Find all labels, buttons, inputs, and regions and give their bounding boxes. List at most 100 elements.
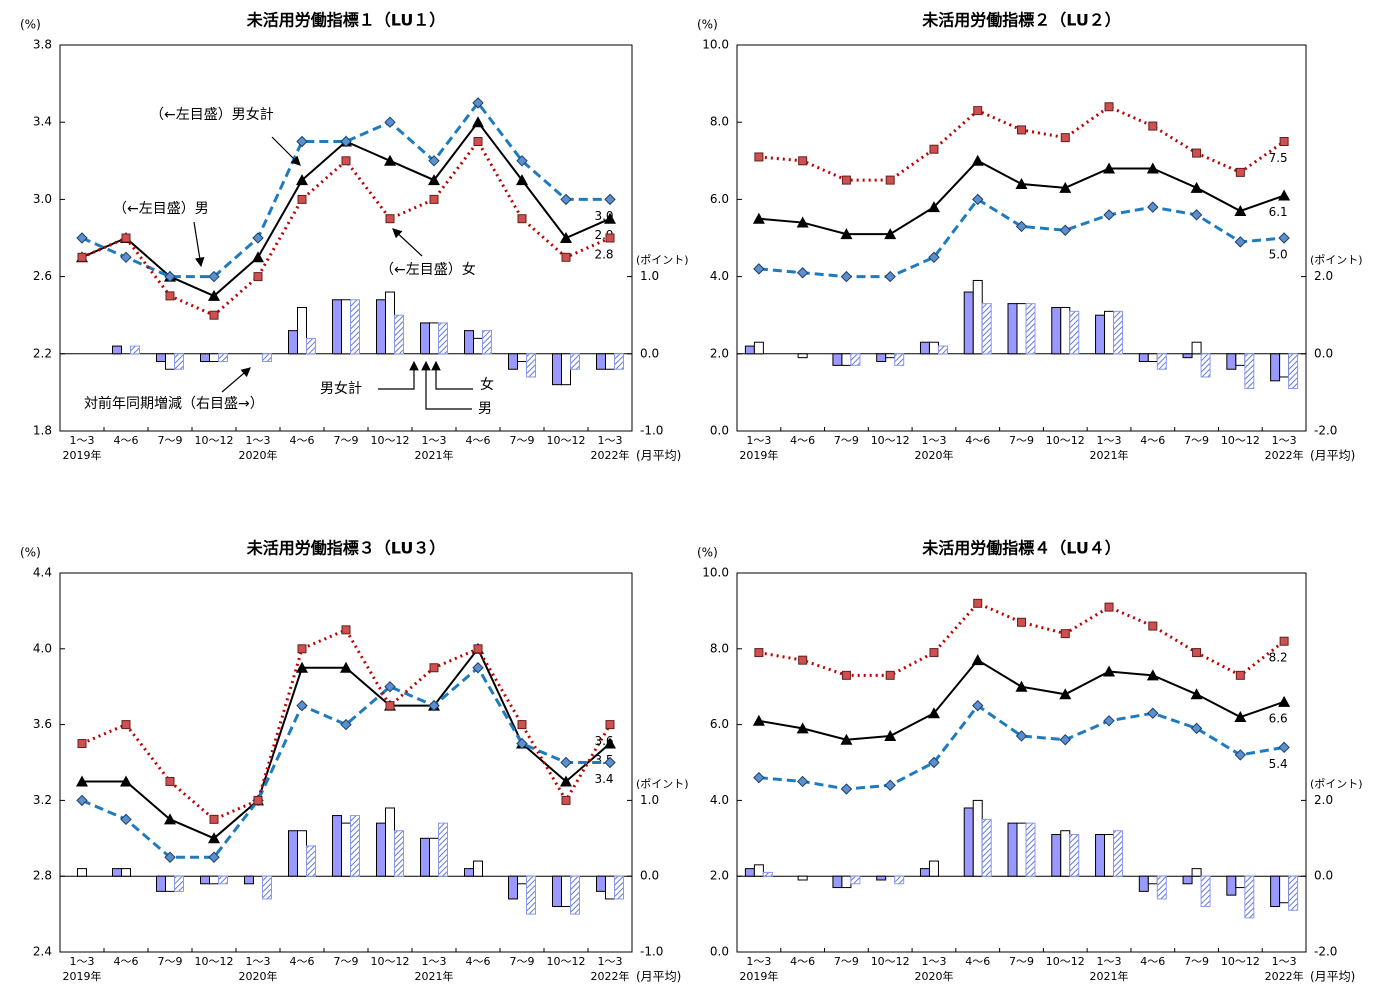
marker xyxy=(796,216,809,228)
marker xyxy=(208,851,220,863)
marker xyxy=(1234,236,1247,248)
marker xyxy=(884,729,897,741)
marker xyxy=(1103,162,1116,174)
marker xyxy=(164,813,176,825)
bar xyxy=(420,837,430,877)
year-label: 2021年 xyxy=(1090,969,1129,983)
bar xyxy=(1016,303,1027,355)
marker xyxy=(1234,204,1247,216)
marker xyxy=(1147,201,1159,213)
bar xyxy=(1279,353,1290,378)
bar xyxy=(1244,353,1255,390)
bar xyxy=(876,353,887,363)
marker xyxy=(1190,209,1203,221)
marker xyxy=(1059,688,1072,700)
marker xyxy=(1279,137,1289,146)
bar xyxy=(473,860,483,877)
marker xyxy=(927,201,940,213)
bar xyxy=(156,353,166,363)
x-tick-label: 4～6 xyxy=(1140,955,1165,968)
bar xyxy=(885,353,896,359)
y2-tick-label: 1.0 xyxy=(640,269,659,283)
annotation: 女 xyxy=(480,376,494,393)
bar xyxy=(1051,834,1062,877)
bar xyxy=(1060,306,1071,355)
marker xyxy=(840,270,853,283)
marker xyxy=(971,154,984,166)
x-tick-label: 10～12 xyxy=(547,955,586,968)
marker xyxy=(429,663,439,673)
line-series xyxy=(81,100,610,279)
x-tick-label: 1～3 xyxy=(598,955,623,968)
bar xyxy=(526,353,536,378)
y-tick-label: 3.6 xyxy=(33,717,52,731)
marker xyxy=(1278,189,1291,201)
marker xyxy=(604,212,616,224)
year-label: 2020年 xyxy=(914,448,953,462)
x-tick-label: 4～6 xyxy=(965,434,990,447)
arrow xyxy=(431,360,473,390)
marker xyxy=(754,648,764,658)
y2-tick-label: 2.0 xyxy=(1314,269,1333,283)
bar xyxy=(341,822,351,877)
marker xyxy=(384,154,396,166)
y-tick-label: 2.4 xyxy=(33,945,52,959)
x-tick-label: 1～3 xyxy=(921,434,946,447)
x-tick-label: 10～12 xyxy=(1046,434,1085,447)
year-label: 2021年 xyxy=(415,448,454,462)
x-unit: (月平均) xyxy=(1310,449,1355,463)
marker xyxy=(209,310,219,320)
year-label: 2020年 xyxy=(239,969,278,983)
bar xyxy=(744,868,755,877)
bar xyxy=(850,353,861,366)
value-label: 3.6 xyxy=(594,734,613,748)
bar xyxy=(1200,353,1211,378)
arrow xyxy=(193,221,205,268)
value-label: 3.0 xyxy=(594,209,613,223)
bar xyxy=(1113,830,1124,877)
marker xyxy=(928,251,940,264)
marker xyxy=(517,720,527,730)
marker xyxy=(209,814,219,824)
marker xyxy=(341,156,351,166)
marker xyxy=(1235,167,1245,177)
bar xyxy=(1226,875,1237,896)
year-label: 2021年 xyxy=(1090,448,1129,462)
marker xyxy=(1103,209,1115,221)
x-tick-label: 4～6 xyxy=(290,955,315,968)
bar xyxy=(1226,353,1237,370)
bar xyxy=(1235,353,1246,366)
bar xyxy=(1147,875,1158,885)
marker xyxy=(929,144,939,154)
marker xyxy=(253,795,263,805)
marker xyxy=(1103,665,1116,677)
marker xyxy=(885,670,895,680)
y-axis-label: (%) xyxy=(697,546,718,560)
x-tick-label: 1～3 xyxy=(921,955,946,968)
marker xyxy=(165,291,175,301)
value-label: 5.4 xyxy=(1269,757,1288,771)
bar xyxy=(928,341,939,355)
marker xyxy=(252,251,264,263)
marker xyxy=(297,194,307,204)
bar xyxy=(928,860,939,877)
year-label: 2020年 xyxy=(914,969,953,983)
bar xyxy=(156,875,166,892)
marker xyxy=(76,794,88,807)
marker xyxy=(841,670,851,680)
x-tick-label: 4～6 xyxy=(114,955,139,968)
y-axis-label: (%) xyxy=(20,18,41,32)
x-tick-label: 10～12 xyxy=(1221,434,1260,447)
x-tick-label: 10～12 xyxy=(1046,955,1085,968)
bar xyxy=(1191,341,1202,355)
bar xyxy=(420,322,430,355)
bar xyxy=(1191,868,1202,877)
y2-tick-label: 0.0 xyxy=(640,869,659,883)
y2-axis-label: (ポイント) xyxy=(1310,777,1363,790)
x-tick-label: 10～12 xyxy=(195,434,234,447)
arrow xyxy=(378,360,419,390)
y2-tick-label: -1.0 xyxy=(640,424,663,438)
y2-tick-label: 0.0 xyxy=(640,346,659,360)
bar xyxy=(262,353,272,363)
bar xyxy=(919,341,930,355)
